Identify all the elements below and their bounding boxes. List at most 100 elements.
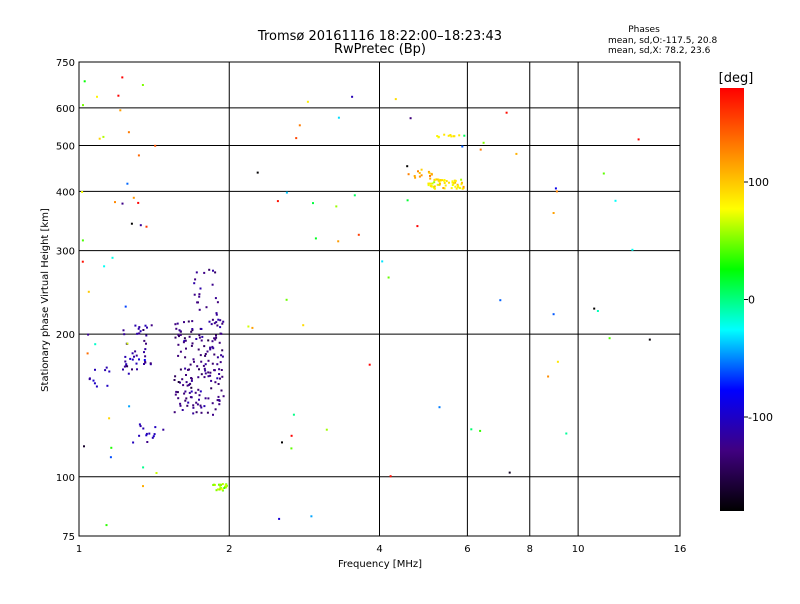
data-point [145,434,148,437]
data-point [200,373,203,376]
data-point [195,401,198,404]
data-point [389,475,392,478]
data-point [190,344,193,347]
data-point [155,472,158,474]
data-point [460,183,463,186]
data-point [131,352,134,355]
data-point [608,337,611,340]
data-point [409,117,412,120]
data-point [82,104,84,107]
data-point [183,337,186,340]
data-point [178,329,181,332]
data-point [175,390,178,393]
data-point [215,489,218,492]
data-point [203,271,206,274]
data-point [210,379,213,382]
data-point [135,354,138,357]
data-point [295,137,298,140]
grid-lines [79,62,680,536]
data-point [96,95,98,98]
colorbar-label: [deg] [719,71,754,86]
data-point [220,354,223,357]
data-point [190,330,193,333]
data-point [132,196,135,199]
data-point [131,368,133,371]
data-point [207,359,210,362]
data-point [216,324,219,327]
data-point [631,248,634,251]
data-point [215,313,218,316]
data-point [144,360,147,363]
data-point [195,411,198,414]
data-point [138,326,141,329]
data-point [449,134,452,136]
data-point [179,381,181,384]
data-point [193,282,196,285]
data-point [213,322,216,325]
data-point [123,333,126,336]
data-point [104,369,107,372]
data-point [181,409,184,411]
data-point [195,338,198,340]
data-point [95,385,98,388]
data-point [208,320,211,323]
data-point [175,327,178,330]
data-point [417,170,419,173]
data-point [337,116,340,119]
x-tick-label: 8 [527,544,533,555]
data-point [225,486,228,489]
data-point [145,432,148,435]
data-point [139,330,142,333]
data-point [193,360,195,363]
x-axis-label: Frequency [MHz] [338,559,422,570]
data-point [196,403,199,406]
data-point [94,368,96,371]
data-point [201,335,204,338]
data-point [596,310,599,312]
data-point [174,375,177,378]
data-point [187,368,189,371]
data-point [94,343,97,346]
y-tick-label: 500 [56,141,75,152]
data-point [190,379,193,382]
data-point [148,432,151,435]
data-point [429,177,432,180]
data-point [207,397,210,400]
data-point [218,368,221,371]
data-point [185,347,187,350]
data-points [81,76,651,527]
data-point [204,397,207,400]
data-point [188,391,191,394]
data-point [221,355,224,358]
data-point [138,358,140,361]
data-point [179,404,182,407]
data-point [219,377,221,380]
data-point [188,383,191,386]
data-point [178,335,180,338]
data-point [213,369,216,372]
data-point [139,224,142,227]
data-point [214,297,217,300]
x-tick-label: 2 [226,544,232,555]
data-point [211,345,214,348]
data-point [191,320,194,323]
data-point [450,135,453,138]
data-point [182,384,185,387]
data-point [221,375,224,378]
data-point [138,423,141,426]
data-point [114,201,116,204]
data-point [451,184,454,186]
data-point [184,390,187,393]
data-point [162,428,165,431]
data-point [183,392,186,395]
data-point [406,199,409,202]
data-point [218,483,220,486]
data-point [442,187,445,189]
data-point [131,358,134,361]
data-point [141,84,144,86]
data-point [437,178,440,181]
data-point [88,378,91,381]
data-point [357,233,360,236]
data-point [92,379,95,382]
